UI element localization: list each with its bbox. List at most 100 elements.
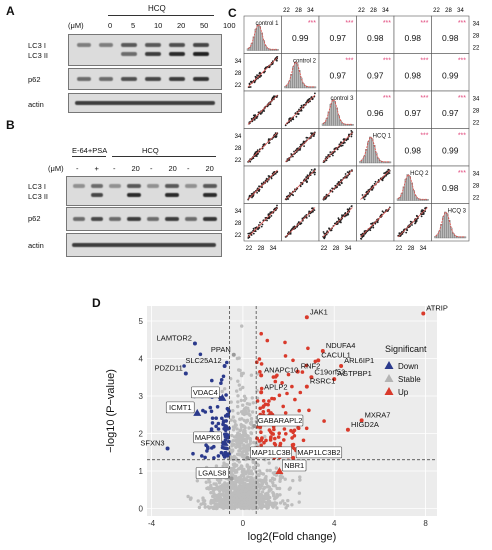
- stable-point: [212, 482, 216, 486]
- labeled-triangle: [220, 438, 229, 446]
- scatter-point: [268, 175, 271, 178]
- histogram-bar: [258, 25, 261, 51]
- up-point: [281, 404, 285, 409]
- up-point: [272, 427, 276, 432]
- stable-point: [252, 494, 256, 498]
- up-point: [273, 379, 278, 384]
- histogram-bar: [313, 86, 317, 89]
- y-tick-label: 0: [139, 505, 144, 514]
- gene-label-box: [257, 414, 304, 427]
- stable-point: [209, 500, 213, 505]
- stable-point: [245, 478, 249, 483]
- labeled-point: [332, 377, 337, 382]
- panel-b-dose-row: - + - 20 - 20 - 20: [74, 164, 220, 174]
- stable-point: [251, 401, 255, 405]
- up-point: [272, 441, 277, 446]
- tick-label: 28: [370, 8, 377, 14]
- stable-point: [237, 443, 241, 447]
- down-point: [216, 427, 221, 431]
- scatter-point: [331, 190, 334, 193]
- down-point: [221, 374, 226, 379]
- x-axis-title: log2(Fold change): [248, 531, 337, 543]
- up-point: [277, 431, 281, 436]
- scatter-point: [340, 182, 343, 185]
- scatter-point: [381, 210, 384, 213]
- stable-point: [231, 462, 236, 467]
- scatter-point: [300, 104, 303, 107]
- correlation-value: 0.97: [329, 70, 346, 80]
- scatter-point: [249, 86, 252, 88]
- stable-point: [251, 488, 255, 493]
- scatter-point: [254, 151, 257, 154]
- stable-point: [278, 474, 282, 478]
- scatter-point: [292, 226, 295, 229]
- scatter-point: [344, 212, 347, 214]
- down-point: [212, 456, 216, 460]
- panel-a-dose-label: 10: [154, 21, 163, 30]
- stable-point: [238, 368, 242, 373]
- stable-point: [204, 480, 208, 484]
- tick-label: 28: [295, 8, 302, 14]
- matrix-cell: [356, 53, 395, 92]
- fit-line: [322, 132, 353, 163]
- stable-point: [201, 498, 205, 502]
- gene-label: ICMT1: [169, 403, 192, 412]
- stable-point: [287, 487, 291, 491]
- scatter-point: [268, 216, 271, 218]
- up-point: [306, 346, 310, 351]
- scatter-point: [346, 171, 349, 174]
- stable-point: [233, 482, 237, 486]
- panel-b-dose-label: -: [113, 164, 116, 173]
- stable-point: [234, 457, 238, 461]
- up-point: [298, 390, 303, 395]
- fit-line: [247, 207, 278, 238]
- scatter-point: [382, 211, 385, 214]
- density-curve: [435, 211, 465, 238]
- stable-point: [247, 402, 252, 406]
- stable-point: [240, 485, 244, 489]
- scatter-point: [313, 168, 316, 171]
- scatter-point: [325, 197, 327, 199]
- fit-line: [360, 207, 391, 238]
- histogram-bar: [327, 111, 331, 126]
- stable-point: [274, 501, 279, 505]
- stable-point: [273, 484, 277, 488]
- labeled-point: [309, 375, 314, 380]
- scatter-point: [306, 136, 309, 139]
- stable-point: [206, 505, 210, 509]
- scatter-point: [261, 223, 264, 226]
- scatter-point: [306, 180, 308, 183]
- up-point: [277, 393, 282, 398]
- stable-point: [211, 500, 216, 505]
- matrix-cell: [356, 15, 395, 54]
- up-point: [282, 438, 286, 442]
- stable-point: [242, 455, 246, 459]
- panel-b-dose-label: +: [94, 164, 99, 173]
- scatter-point: [308, 97, 311, 100]
- panel-a-actin-blot: [68, 93, 222, 113]
- histogram-bar: [296, 63, 299, 89]
- stable-point: [271, 491, 275, 495]
- panel-a-lc3-blot: [68, 34, 222, 66]
- fit-line: [285, 94, 316, 125]
- stable-point: [224, 482, 228, 486]
- stable-point: [203, 505, 207, 509]
- down-point: [205, 445, 210, 449]
- correlation-value: 0.97: [367, 70, 384, 80]
- down-point: [225, 360, 229, 365]
- scatter-point: [415, 214, 418, 217]
- scatter-point: [299, 222, 302, 225]
- histogram-bar: [414, 195, 417, 201]
- stable-point: [219, 478, 223, 482]
- gene-label: C19orf53: [314, 367, 345, 376]
- up-point: [255, 360, 259, 364]
- stable-point: [186, 494, 190, 499]
- histogram-bar: [371, 138, 374, 164]
- scatter-point: [336, 148, 339, 151]
- scatter-point: [339, 184, 341, 187]
- up-point: [269, 411, 273, 415]
- fit-line: [360, 169, 391, 200]
- x-tick-label: 8: [423, 519, 428, 528]
- stable-point: [233, 435, 237, 439]
- tick-label: 34: [420, 246, 427, 252]
